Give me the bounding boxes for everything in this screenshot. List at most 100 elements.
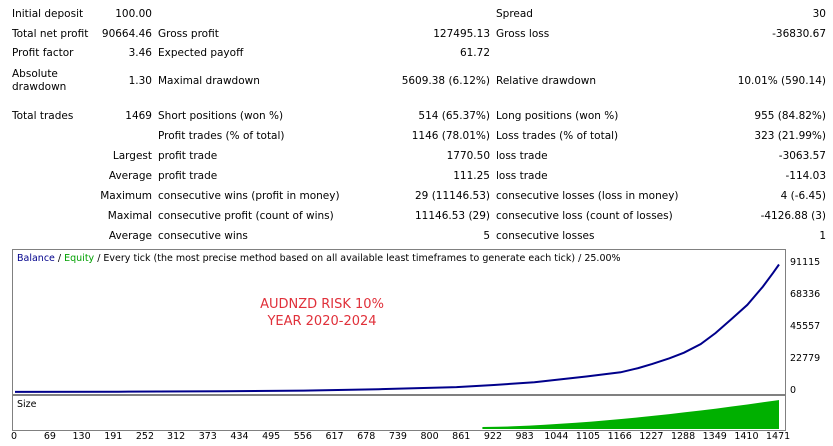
profit-trades-value: 1146 (78.01%)	[411, 130, 490, 142]
total-net-profit-value: 90664.46	[101, 28, 152, 40]
maximal-cons-profit-value: 11146.53 (29)	[415, 210, 490, 222]
x-tick-label: 495	[262, 431, 281, 442]
maximal-cons-loss-label: consecutive loss (count of losses)	[496, 210, 673, 222]
x-tick-label: 1227	[639, 431, 664, 442]
size-chart	[482, 400, 779, 429]
loss-trades-value: 323 (21.99%)	[754, 130, 826, 142]
legend-balance: Balance	[17, 253, 55, 264]
x-tick-label: 800	[420, 431, 439, 442]
largest-profit-label: profit trade	[158, 150, 218, 162]
x-tick-label: 373	[198, 431, 217, 442]
average2-label: Average	[108, 230, 152, 242]
largest-label: Largest	[112, 150, 152, 162]
y-tick-label: 0	[790, 385, 797, 396]
long-positions-label: Long positions (won %)	[496, 110, 619, 122]
x-tick-label: 312	[167, 431, 186, 442]
spread-value: 30	[812, 8, 826, 20]
average-label: Average	[108, 170, 152, 182]
total-trades-label: Total trades	[12, 110, 74, 122]
maximal-label: Maximal	[107, 210, 152, 222]
profit-factor-value: 3.46	[128, 47, 152, 59]
max-cons-losses-value: 4 (-6.45)	[780, 190, 826, 202]
relative-drawdown-value: 10.01% (590.14)	[737, 75, 826, 87]
avg-cons-losses-value: 1	[819, 230, 826, 242]
y-tick-label: 91115	[790, 257, 821, 268]
annotation-line-2: YEAR 2020-2024	[267, 314, 377, 329]
gross-profit-value: 127495.13	[433, 28, 490, 40]
y-tick-label: 68336	[790, 289, 821, 300]
average-profit-value: 111.25	[453, 170, 490, 182]
expected-payoff-value: 61.72	[459, 47, 490, 59]
gross-loss-label: Gross loss	[496, 28, 550, 40]
maximal-drawdown-label: Maximal drawdown	[158, 75, 260, 87]
avg-cons-wins-value: 5	[483, 230, 490, 242]
x-tick-label: 0	[11, 431, 18, 442]
average-profit-label: profit trade	[158, 170, 218, 182]
largest-loss-value: -3063.57	[778, 150, 826, 162]
profit-factor-label: Profit factor	[12, 47, 74, 59]
x-tick-label: 739	[388, 431, 407, 442]
size-graph: Size	[12, 395, 786, 431]
size-area	[482, 400, 779, 429]
balance-graph: Balance / Equity / Every tick (the most …	[12, 249, 786, 395]
maximal-drawdown-value: 5609.38 (6.12%)	[401, 75, 490, 87]
average-loss-value: -114.03	[785, 170, 826, 182]
x-tick-label: 983	[515, 431, 534, 442]
average-loss-label: loss trade	[496, 170, 548, 182]
max-cons-losses-label: consecutive losses (loss in money)	[496, 190, 679, 202]
x-tick-label: 678	[357, 431, 376, 442]
y-tick-label: 22779	[790, 352, 821, 364]
x-tick-label: 130	[72, 431, 91, 442]
largest-profit-value: 1770.50	[446, 150, 490, 162]
x-tick-label: 556	[293, 431, 312, 442]
total-net-profit-label: Total net profit	[12, 28, 89, 40]
maximal-cons-loss-value: -4126.88 (3)	[760, 210, 826, 222]
absolute-drawdown-label-1: Absolute	[12, 68, 58, 80]
max-cons-wins-value: 29 (11146.53)	[415, 190, 490, 202]
graph-legend: Balance / Equity / Every tick (the most …	[17, 253, 621, 264]
x-tick-label: 191	[104, 431, 123, 442]
gross-profit-label: Gross profit	[158, 28, 219, 40]
x-tick-label: 922	[483, 431, 502, 442]
balance-chart	[14, 263, 780, 393]
gross-loss-value: -36830.67	[772, 28, 826, 40]
expected-payoff-label: Expected payoff	[158, 47, 244, 59]
legend-equity: Equity	[64, 253, 95, 264]
legend-rest: / Every tick (the most precise method ba…	[94, 253, 621, 264]
x-tick-label: 617	[325, 431, 344, 442]
absolute-drawdown-label-2: drawdown	[12, 81, 67, 93]
short-positions-value: 514 (65.37%)	[418, 110, 490, 122]
total-trades-value: 1469	[125, 110, 152, 122]
x-tick-label: 1288	[670, 431, 696, 442]
x-tick-label: 1349	[702, 431, 727, 442]
x-tick-label: 1105	[575, 431, 601, 442]
spread-label: Spread	[496, 8, 533, 20]
annotation-line-1: AUDNZD RISK 10%	[260, 297, 384, 312]
profit-trades-label: Profit trades (% of total)	[158, 130, 285, 142]
initial-deposit-value: 100.00	[115, 8, 152, 20]
x-tick-label: 1044	[544, 431, 569, 442]
largest-loss-label: loss trade	[496, 150, 548, 162]
maximal-cons-profit-label: consecutive profit (count of wins)	[158, 210, 334, 222]
max-cons-wins-label: consecutive wins (profit in money)	[158, 190, 340, 202]
x-tick-label: 434	[230, 431, 249, 442]
report-stats: Initial deposit 100.00 Spread 30 Total n…	[12, 8, 826, 242]
short-positions-label: Short positions (won %)	[158, 110, 284, 122]
absolute-drawdown-value: 1.30	[128, 75, 152, 87]
size-label: Size	[17, 399, 37, 410]
relative-drawdown-label: Relative drawdown	[496, 75, 597, 87]
maximum-label: Maximum	[100, 190, 152, 202]
avg-cons-wins-label: consecutive wins	[158, 230, 248, 242]
balance-line	[14, 263, 780, 393]
y-tick-label: 45557	[790, 321, 821, 332]
initial-deposit-label: Initial deposit	[12, 8, 84, 20]
long-positions-value: 955 (84.82%)	[754, 110, 826, 122]
x-tick-label: 861	[452, 431, 471, 442]
legend-slash: /	[54, 253, 65, 264]
avg-cons-losses-label: consecutive losses	[496, 230, 595, 242]
x-tick-label: 1471	[766, 431, 791, 442]
x-tick-label: 252	[135, 431, 155, 442]
x-tick-label: 1166	[607, 431, 632, 442]
x-tick-label: 69	[43, 431, 56, 442]
loss-trades-label: Loss trades (% of total)	[496, 130, 619, 142]
